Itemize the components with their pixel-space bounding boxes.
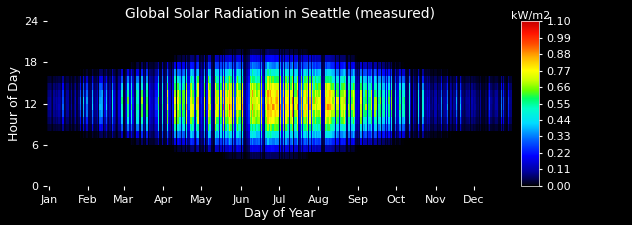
X-axis label: Day of Year: Day of Year [244,207,315,220]
Title: Global Solar Radiation in Seattle (measured): Global Solar Radiation in Seattle (measu… [125,6,435,20]
Y-axis label: Hour of Day: Hour of Day [8,66,21,141]
Title: kW/m2: kW/m2 [511,11,550,21]
